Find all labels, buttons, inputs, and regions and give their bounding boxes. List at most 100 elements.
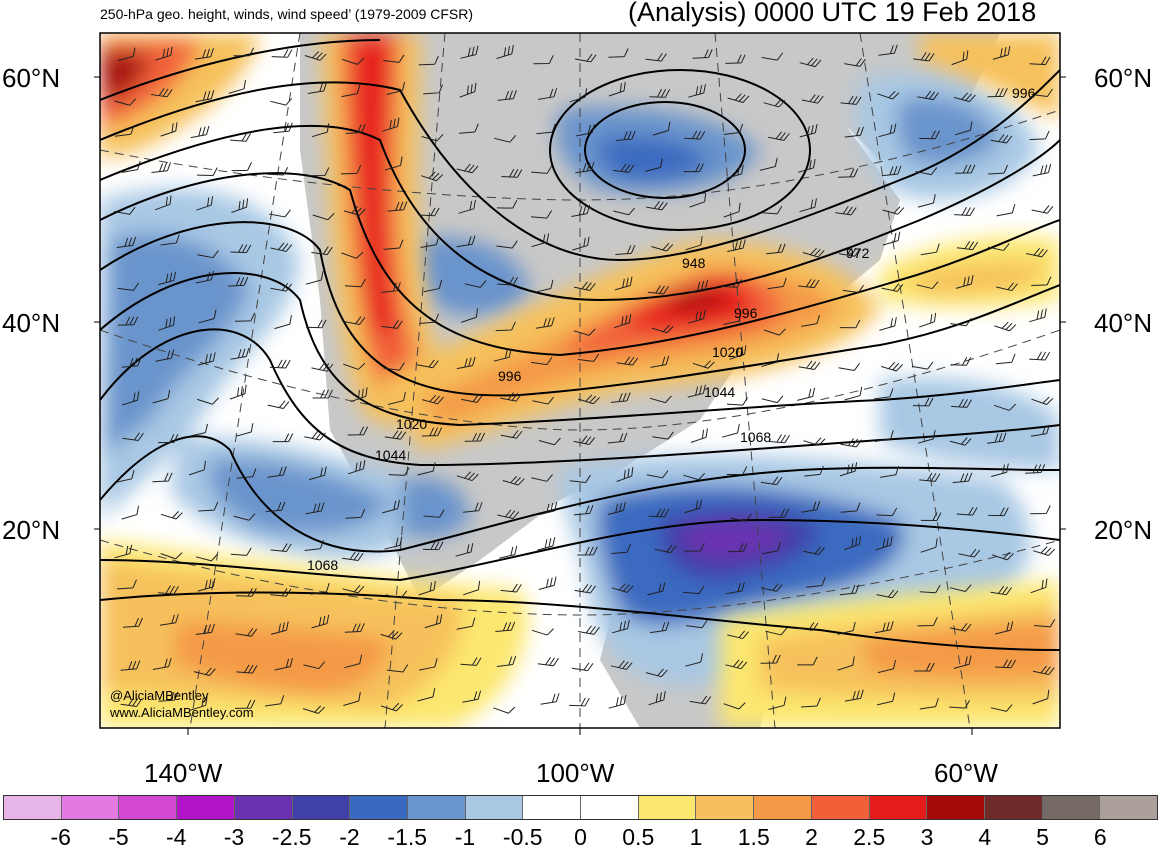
wind-barb <box>920 538 938 553</box>
wind-barb <box>269 209 291 218</box>
wind-barb <box>725 54 746 64</box>
wind-barb <box>649 88 671 98</box>
wind-barb <box>877 91 900 100</box>
wind-barb <box>384 430 407 440</box>
wind-barb <box>234 312 256 322</box>
wind-barb <box>459 82 477 98</box>
wind-barb <box>571 662 594 672</box>
contour-label: 1044 <box>704 384 735 400</box>
colorbar-swatch <box>927 796 985 819</box>
colorbar-swatch <box>811 796 870 819</box>
wind-barb <box>844 58 866 67</box>
colorbar-label: -6 <box>50 824 71 850</box>
wind-barb <box>876 507 898 517</box>
lat-label-left: 20°N <box>2 515 61 545</box>
wind-barb <box>723 202 741 218</box>
wind-barb <box>612 163 635 173</box>
wind-barb <box>761 206 783 215</box>
wind-barb <box>993 403 1016 411</box>
wind-barb <box>383 239 404 250</box>
credit-website: www.AliciaMBentley.com <box>110 705 254 720</box>
colorbar-swatch <box>1042 796 1101 819</box>
wind-barb <box>768 434 790 444</box>
wind-barb <box>689 280 709 293</box>
colorbar-swatch <box>292 796 351 819</box>
wind-barb <box>729 345 747 360</box>
wind-barb <box>578 625 600 635</box>
wind-barb <box>610 392 631 403</box>
wind-barb <box>121 391 140 406</box>
wind-barb <box>652 431 674 440</box>
wind-barb <box>152 389 171 404</box>
wind-barb <box>538 502 558 516</box>
wind-barb <box>235 628 258 637</box>
lat-label-left: 40°N <box>2 308 61 338</box>
wind-barb <box>236 468 257 479</box>
contour-label: 1068 <box>307 557 338 573</box>
wind-barb <box>121 505 140 520</box>
wind-barb <box>531 233 550 248</box>
wind-barb <box>388 467 410 476</box>
lon-label: 100°W <box>536 758 615 788</box>
wind-barb <box>761 395 784 404</box>
wind-barb <box>762 541 781 555</box>
lat-label-right: 40°N <box>1094 308 1153 338</box>
wind-barb <box>195 623 216 635</box>
wind-barb <box>531 356 553 366</box>
colorbar-swatch <box>119 796 178 819</box>
lon-label: 60°W <box>934 758 998 788</box>
wind-barb <box>189 423 209 437</box>
wind-barb <box>615 130 636 141</box>
wind-barb <box>495 321 516 332</box>
wind-barb <box>229 384 247 400</box>
wind-barb <box>577 353 600 362</box>
wind-barb <box>1032 665 1055 676</box>
wind-barb <box>577 546 598 556</box>
wind-barb <box>574 584 597 594</box>
wind-barb <box>616 356 639 366</box>
wind-barb <box>1031 276 1052 286</box>
wind-barb <box>953 655 972 669</box>
wind-barb <box>1029 351 1051 361</box>
wind-barb <box>496 44 514 59</box>
wind-barb <box>381 282 401 293</box>
wind-barb <box>312 212 335 221</box>
wind-barb <box>874 388 894 400</box>
wind-barb <box>267 466 287 478</box>
wind-barb <box>304 431 326 441</box>
wind-barb <box>274 657 293 671</box>
contour-label: 1068 <box>740 429 771 445</box>
wind-barb <box>270 282 293 292</box>
wind-barb <box>611 619 630 634</box>
wind-barb <box>308 167 330 177</box>
wind-barb <box>987 432 1007 444</box>
wind-barb <box>958 548 981 558</box>
wind-barb <box>345 123 366 134</box>
wind-barb <box>837 621 856 635</box>
wind-barb <box>683 585 705 595</box>
wind-barb <box>917 194 936 208</box>
wind-barb <box>651 324 674 334</box>
wind-barb <box>347 426 369 436</box>
wind-barb <box>996 282 1018 292</box>
wind-barb <box>644 158 663 172</box>
wind-barb <box>798 360 821 371</box>
wind-barb <box>538 437 561 446</box>
wind-barb <box>801 501 821 513</box>
jet-streak-shading <box>100 33 1060 728</box>
wind-barbs <box>113 44 1056 714</box>
wind-barb <box>155 46 173 61</box>
wind-barb <box>458 123 479 134</box>
wind-barb <box>882 231 901 246</box>
wind-barb <box>190 696 208 711</box>
wind-barb <box>233 513 256 521</box>
wind-barb <box>991 463 1009 477</box>
wind-barb <box>919 312 937 328</box>
wind-barb <box>876 692 896 706</box>
wind-barb <box>303 661 326 670</box>
wind-barb <box>917 430 936 444</box>
wind-barb <box>380 629 403 640</box>
wind-barb <box>950 398 972 408</box>
wind-barb <box>573 435 596 445</box>
wind-barb <box>607 501 626 515</box>
